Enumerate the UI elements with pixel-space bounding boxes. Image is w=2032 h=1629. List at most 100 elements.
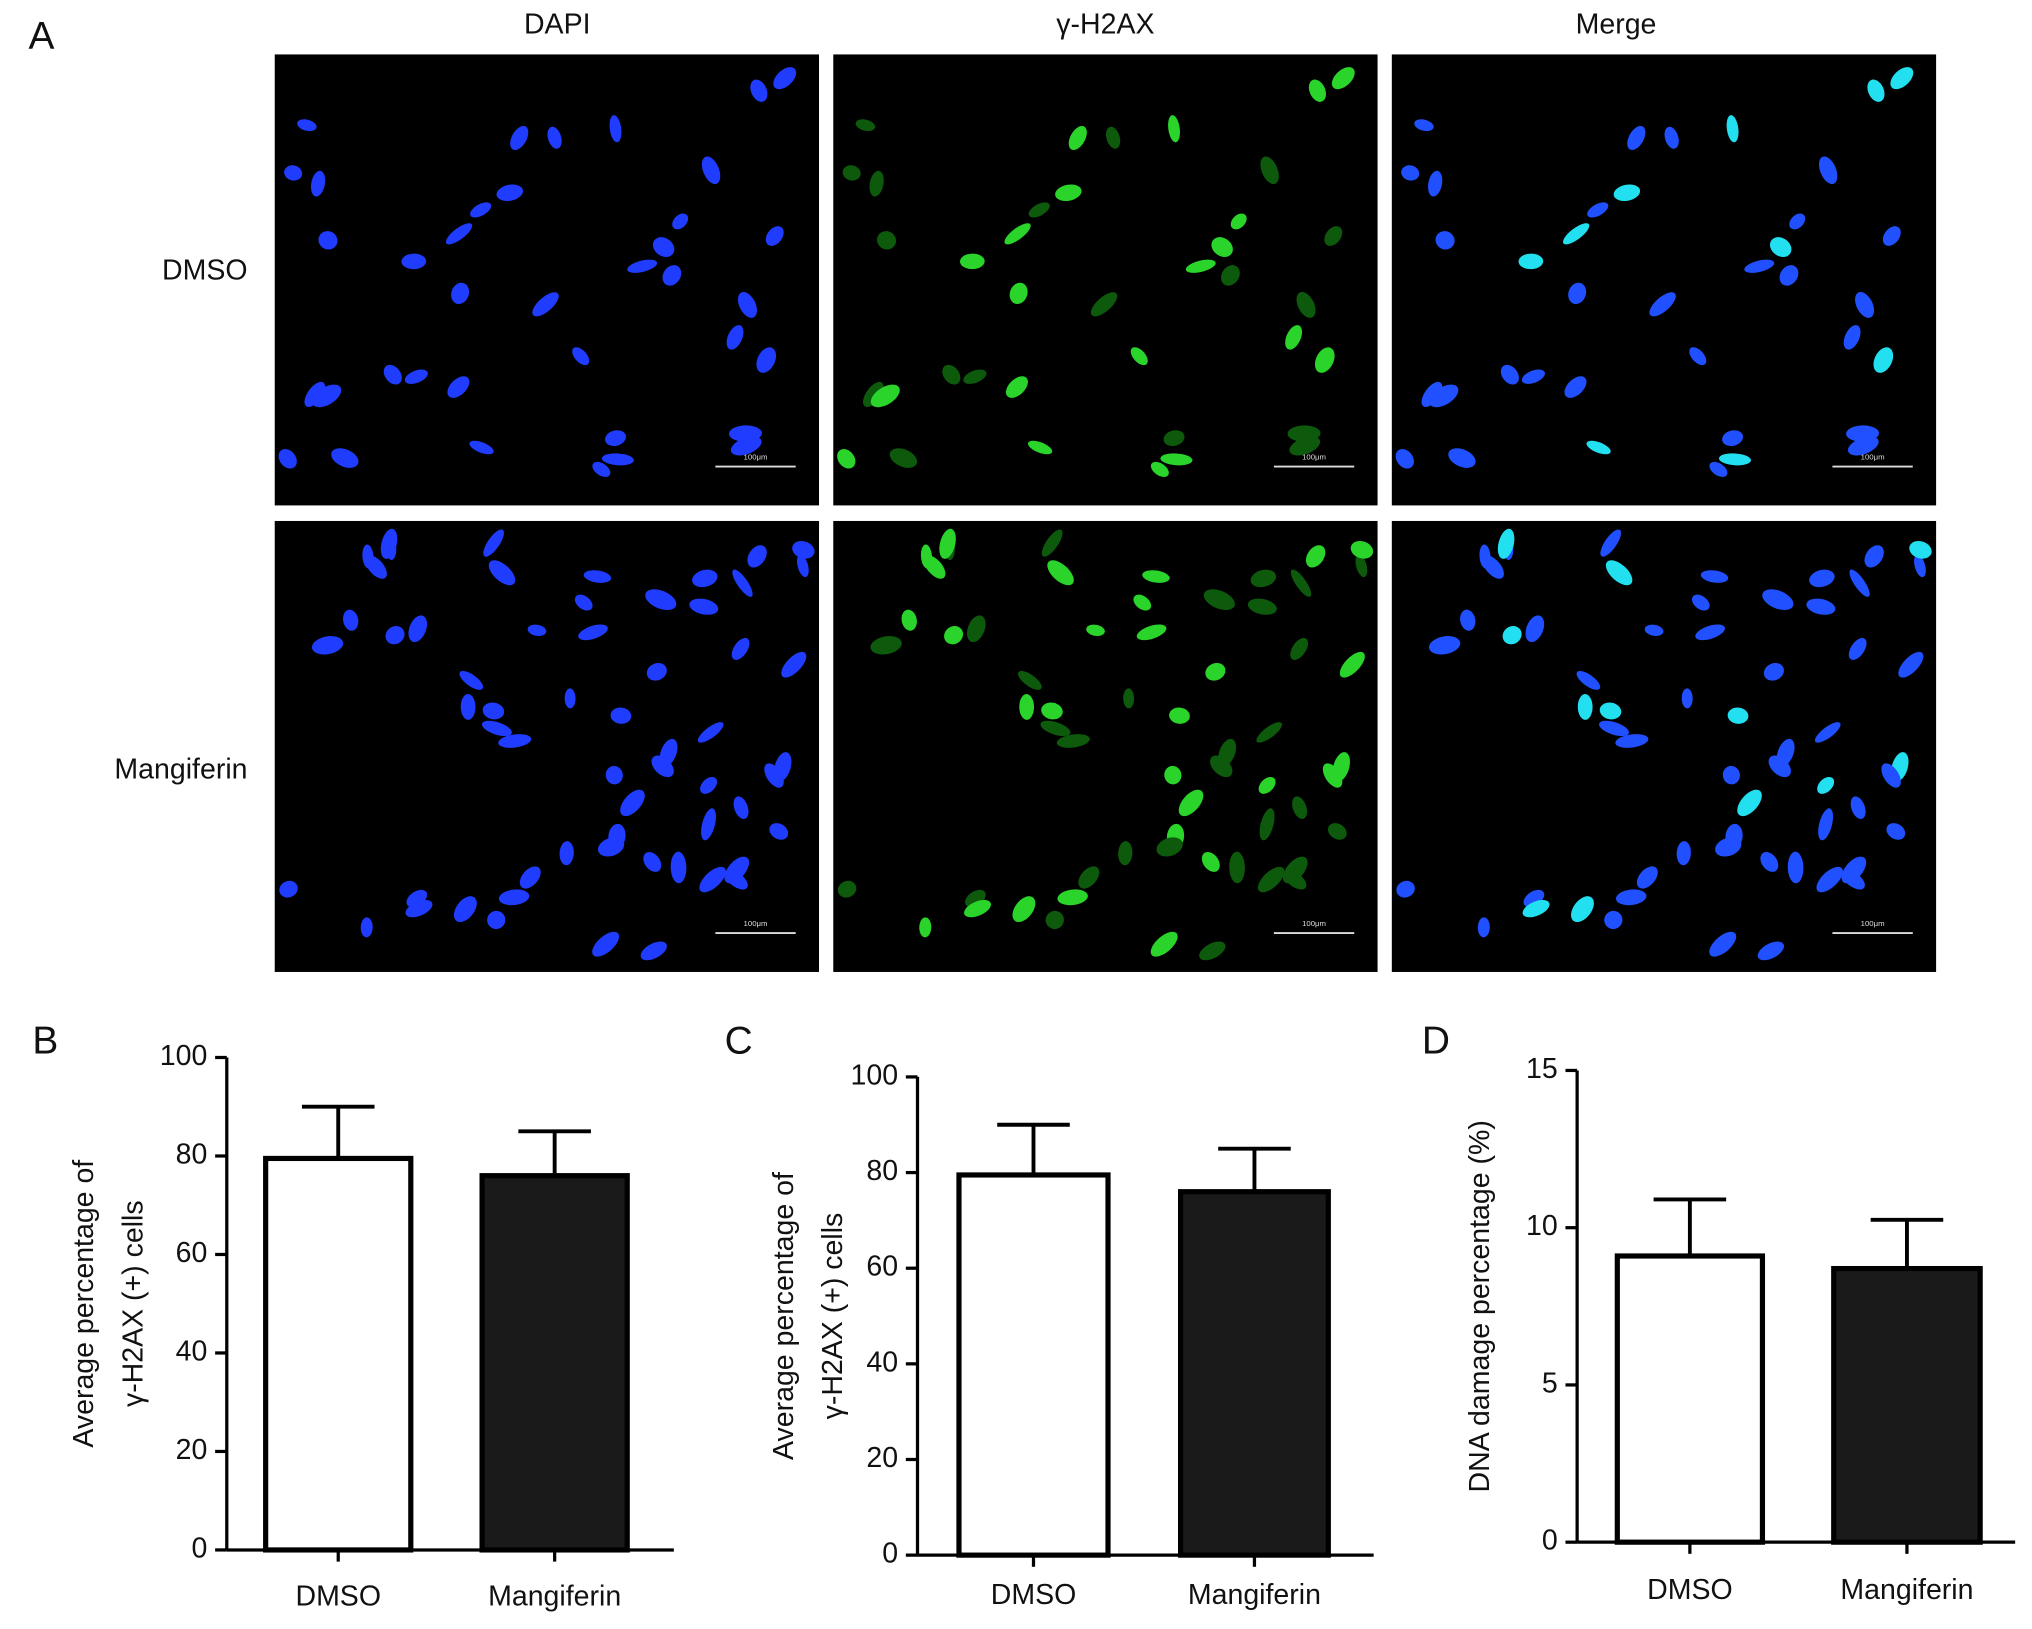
y-tick-label: 100 <box>851 1059 899 1091</box>
nucleus <box>445 223 473 245</box>
nucleus <box>692 569 718 588</box>
nucleus <box>311 636 344 655</box>
nucleus <box>1563 223 1590 245</box>
nucleus <box>1047 560 1074 586</box>
nucleus <box>842 165 861 181</box>
nucleus <box>601 453 634 466</box>
nucleus <box>645 589 677 610</box>
nucleus <box>1762 589 1794 610</box>
nucleus <box>1477 917 1490 938</box>
nucleus <box>662 265 682 286</box>
nucleus <box>1105 126 1121 149</box>
nucleus <box>1518 253 1544 270</box>
nucleus <box>304 381 326 407</box>
panel-label: B <box>32 1019 58 1062</box>
nucleus <box>1156 837 1183 857</box>
nucleus <box>1522 899 1550 918</box>
nucleus <box>483 529 504 557</box>
nucleus <box>1401 165 1420 181</box>
nucleus <box>1818 808 1834 841</box>
nucleus <box>488 560 516 586</box>
nucleus <box>764 763 784 788</box>
nucleus <box>1700 570 1729 583</box>
nucleus <box>1018 670 1042 690</box>
nucleus <box>1136 624 1167 641</box>
nucleus <box>1689 347 1707 366</box>
nucleus <box>1502 626 1522 645</box>
nucleus <box>1290 637 1309 660</box>
nucleus <box>459 670 484 690</box>
nucleus <box>496 184 524 202</box>
nucleus <box>408 615 428 643</box>
nucleus <box>1816 866 1843 893</box>
x-tick-label: DMSO <box>1647 1574 1732 1606</box>
nucleus <box>1257 866 1285 893</box>
nucleus <box>1429 636 1461 655</box>
nucleus <box>1164 765 1182 785</box>
column-label: DAPI <box>524 8 591 40</box>
column-label: γ-H2AX <box>1056 8 1154 40</box>
nucleus <box>1636 866 1658 889</box>
nucleus <box>732 569 753 597</box>
bar <box>1177 1189 1331 1558</box>
nucleus <box>699 866 726 893</box>
nucleus <box>1873 347 1894 373</box>
nucleus <box>527 624 547 637</box>
nucleus <box>383 364 402 385</box>
nucleus <box>1867 79 1885 102</box>
nucleus <box>901 609 917 631</box>
y-tick-label: 0 <box>882 1538 898 1570</box>
nucleus <box>583 570 612 583</box>
nucleus <box>697 722 724 743</box>
nucleus <box>1841 869 1865 890</box>
nucleus <box>1289 436 1321 456</box>
nucleus <box>1571 896 1594 923</box>
nucleus <box>731 637 750 660</box>
nucleus <box>405 899 433 918</box>
nucleus <box>1429 384 1459 408</box>
bar <box>956 1172 1111 1558</box>
nucleus <box>620 789 645 817</box>
nucleus <box>876 231 897 250</box>
nucleus <box>1600 529 1622 557</box>
nucleus <box>1737 789 1762 817</box>
nucleus <box>1814 722 1841 743</box>
nucleus <box>278 448 297 469</box>
nucleus <box>701 808 716 841</box>
nucleus <box>863 381 884 407</box>
y-tick-label: 10 <box>1526 1210 1558 1242</box>
column-label: Merge <box>1576 8 1657 40</box>
micrograph <box>1391 520 1937 972</box>
nucleus <box>1435 231 1455 250</box>
nucleus <box>659 738 678 767</box>
nucleus <box>360 917 373 938</box>
nucleus <box>1587 202 1609 218</box>
nucleus <box>1576 670 1601 690</box>
nucleus <box>652 237 675 258</box>
nucleus <box>1497 528 1515 559</box>
nucleus <box>1258 776 1276 794</box>
nucleus <box>498 889 530 906</box>
y-axis-label: Average percentage of <box>68 1160 100 1448</box>
x-tick-label: Mangiferin <box>1188 1579 1321 1611</box>
nucleus <box>1776 738 1795 767</box>
nucleus <box>730 436 762 456</box>
nucleus <box>1218 738 1237 767</box>
nucleus <box>1203 589 1235 610</box>
nucleus <box>1695 624 1725 641</box>
nucleus <box>470 202 492 218</box>
nucleus <box>279 880 298 898</box>
nucleus <box>1809 569 1835 588</box>
nucleus <box>1163 430 1185 447</box>
nucleus <box>756 347 777 373</box>
nucleus <box>1599 720 1629 737</box>
nucleus <box>385 626 405 645</box>
nucleus <box>312 384 342 408</box>
nucleus <box>837 880 857 898</box>
nucleus <box>310 170 326 197</box>
nucleus <box>1886 823 1906 840</box>
nucleus <box>1615 889 1647 906</box>
nucleus <box>1118 841 1133 866</box>
nucleus <box>1259 808 1275 841</box>
y-axis-label: γ-H2AX (+) cells <box>117 1200 149 1407</box>
